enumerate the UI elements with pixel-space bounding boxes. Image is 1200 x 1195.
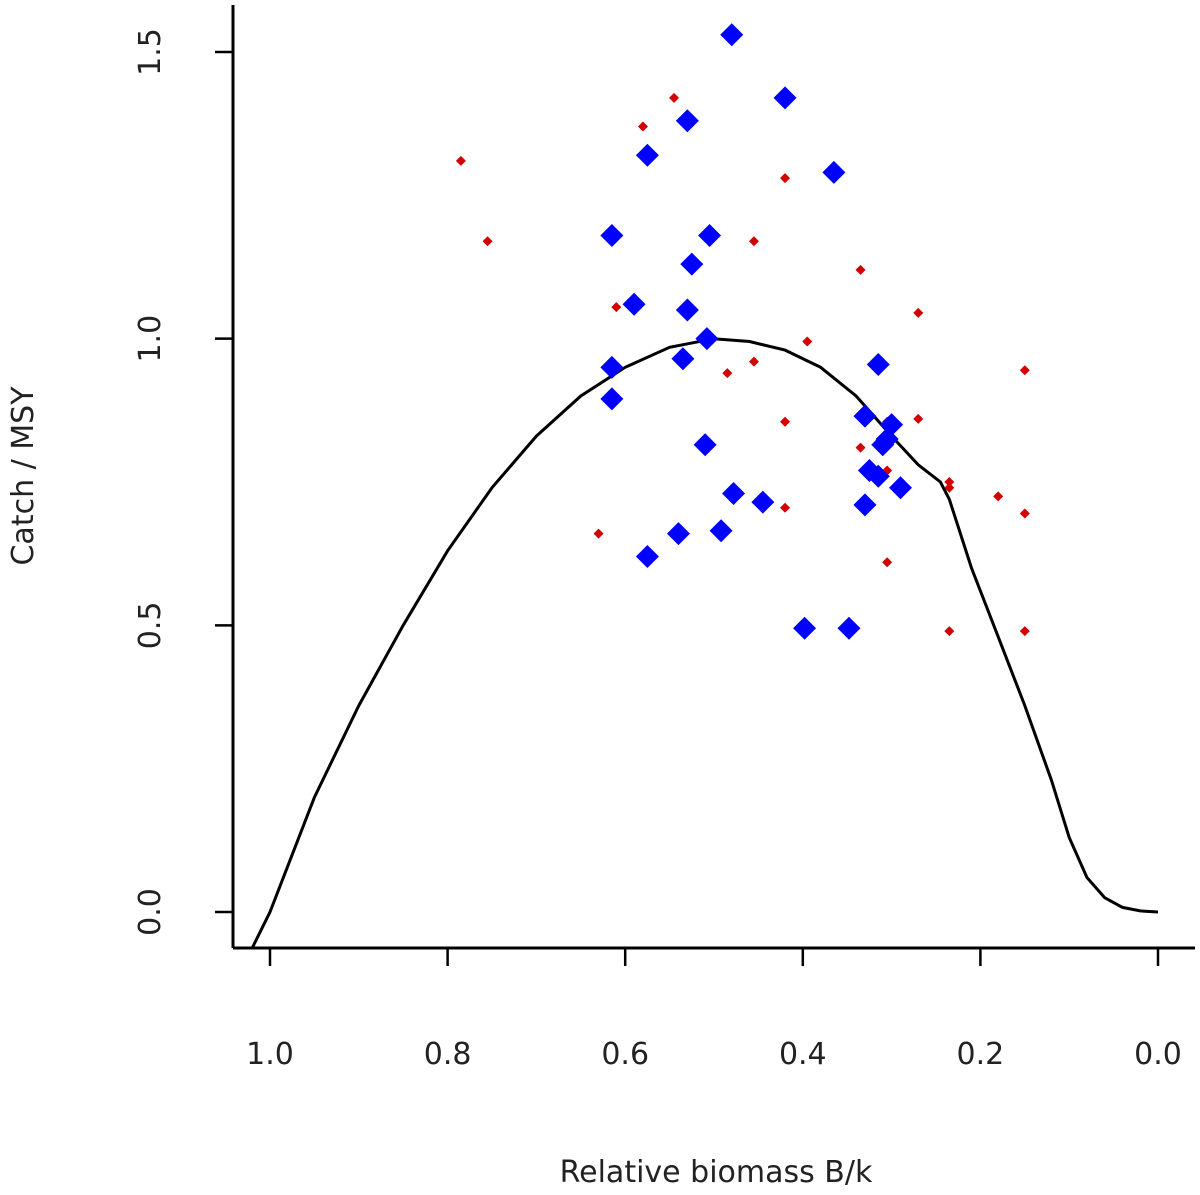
blue-point bbox=[751, 490, 775, 514]
x-tick-label: 0.0 bbox=[1134, 1037, 1182, 1072]
red-point bbox=[593, 528, 604, 539]
x-tick-label: 0.4 bbox=[779, 1037, 827, 1072]
production-curve bbox=[250, 337, 1159, 949]
red-point bbox=[669, 92, 680, 103]
red-point bbox=[482, 236, 493, 247]
x-tick-label: 0.6 bbox=[601, 1037, 649, 1072]
red-point bbox=[855, 264, 866, 275]
red-point bbox=[1019, 626, 1030, 637]
blue-point bbox=[693, 433, 717, 457]
red-point bbox=[780, 502, 791, 513]
red-point bbox=[611, 302, 622, 313]
x-tick-label: 1.0 bbox=[246, 1037, 294, 1072]
y-tick-label: 1.5 bbox=[133, 28, 168, 76]
red-point bbox=[748, 236, 759, 247]
blue-point bbox=[635, 545, 659, 569]
red-point bbox=[944, 626, 955, 637]
blue-point bbox=[866, 464, 890, 488]
blue-point bbox=[698, 223, 722, 247]
x-tick-label: 0.8 bbox=[424, 1037, 472, 1072]
y-tick-label: 1.0 bbox=[133, 315, 168, 363]
blue-point bbox=[853, 493, 877, 517]
blue-point bbox=[853, 404, 877, 428]
blue-point bbox=[671, 347, 695, 371]
curve-layer bbox=[250, 337, 1159, 949]
blue-point bbox=[622, 292, 646, 316]
points-layer bbox=[455, 23, 1030, 640]
blue-point bbox=[722, 481, 746, 505]
blue-point bbox=[773, 86, 797, 110]
blue-point bbox=[793, 616, 817, 640]
blue-point bbox=[837, 616, 861, 640]
blue-point bbox=[675, 109, 699, 133]
y-axis-ticks: 0.0 0.5 1.0 1.5 bbox=[133, 28, 233, 936]
red-point bbox=[882, 557, 893, 568]
red-point bbox=[944, 482, 955, 493]
red-point bbox=[855, 442, 866, 453]
y-tick-label: 0.5 bbox=[133, 601, 168, 649]
x-tick-label: 0.2 bbox=[957, 1037, 1005, 1072]
blue-point bbox=[866, 352, 890, 376]
blue-point bbox=[635, 143, 659, 167]
red-point bbox=[802, 336, 813, 347]
red-point bbox=[780, 173, 791, 184]
red-point bbox=[748, 356, 759, 367]
blue-point bbox=[600, 355, 624, 379]
red-point bbox=[1019, 365, 1030, 376]
red-point bbox=[913, 307, 924, 318]
red-point bbox=[1019, 508, 1030, 519]
blue-point bbox=[888, 476, 912, 500]
x-axis-ticks: 1.0 0.8 0.6 0.4 0.2 0.0 bbox=[246, 948, 1182, 1072]
red-point bbox=[722, 368, 733, 379]
blue-point bbox=[680, 252, 704, 276]
y-axis-title: Catch / MSY bbox=[6, 386, 41, 566]
red-point bbox=[455, 155, 466, 166]
blue-point bbox=[666, 522, 690, 546]
blue-point bbox=[695, 327, 719, 351]
blue-point bbox=[709, 519, 733, 543]
blue-point bbox=[822, 160, 846, 184]
y-tick-label: 0.0 bbox=[133, 888, 168, 936]
red-point bbox=[780, 416, 791, 427]
red-point bbox=[637, 121, 648, 132]
red-point bbox=[944, 477, 955, 487]
red-point bbox=[993, 491, 1004, 502]
blue-point bbox=[600, 387, 624, 411]
blue-point bbox=[600, 223, 624, 247]
blue-point bbox=[720, 23, 744, 47]
blue-point bbox=[871, 433, 895, 457]
red-point bbox=[913, 413, 924, 424]
x-axis-title: Relative biomass B/k bbox=[560, 1155, 873, 1190]
blue-point bbox=[675, 298, 699, 322]
